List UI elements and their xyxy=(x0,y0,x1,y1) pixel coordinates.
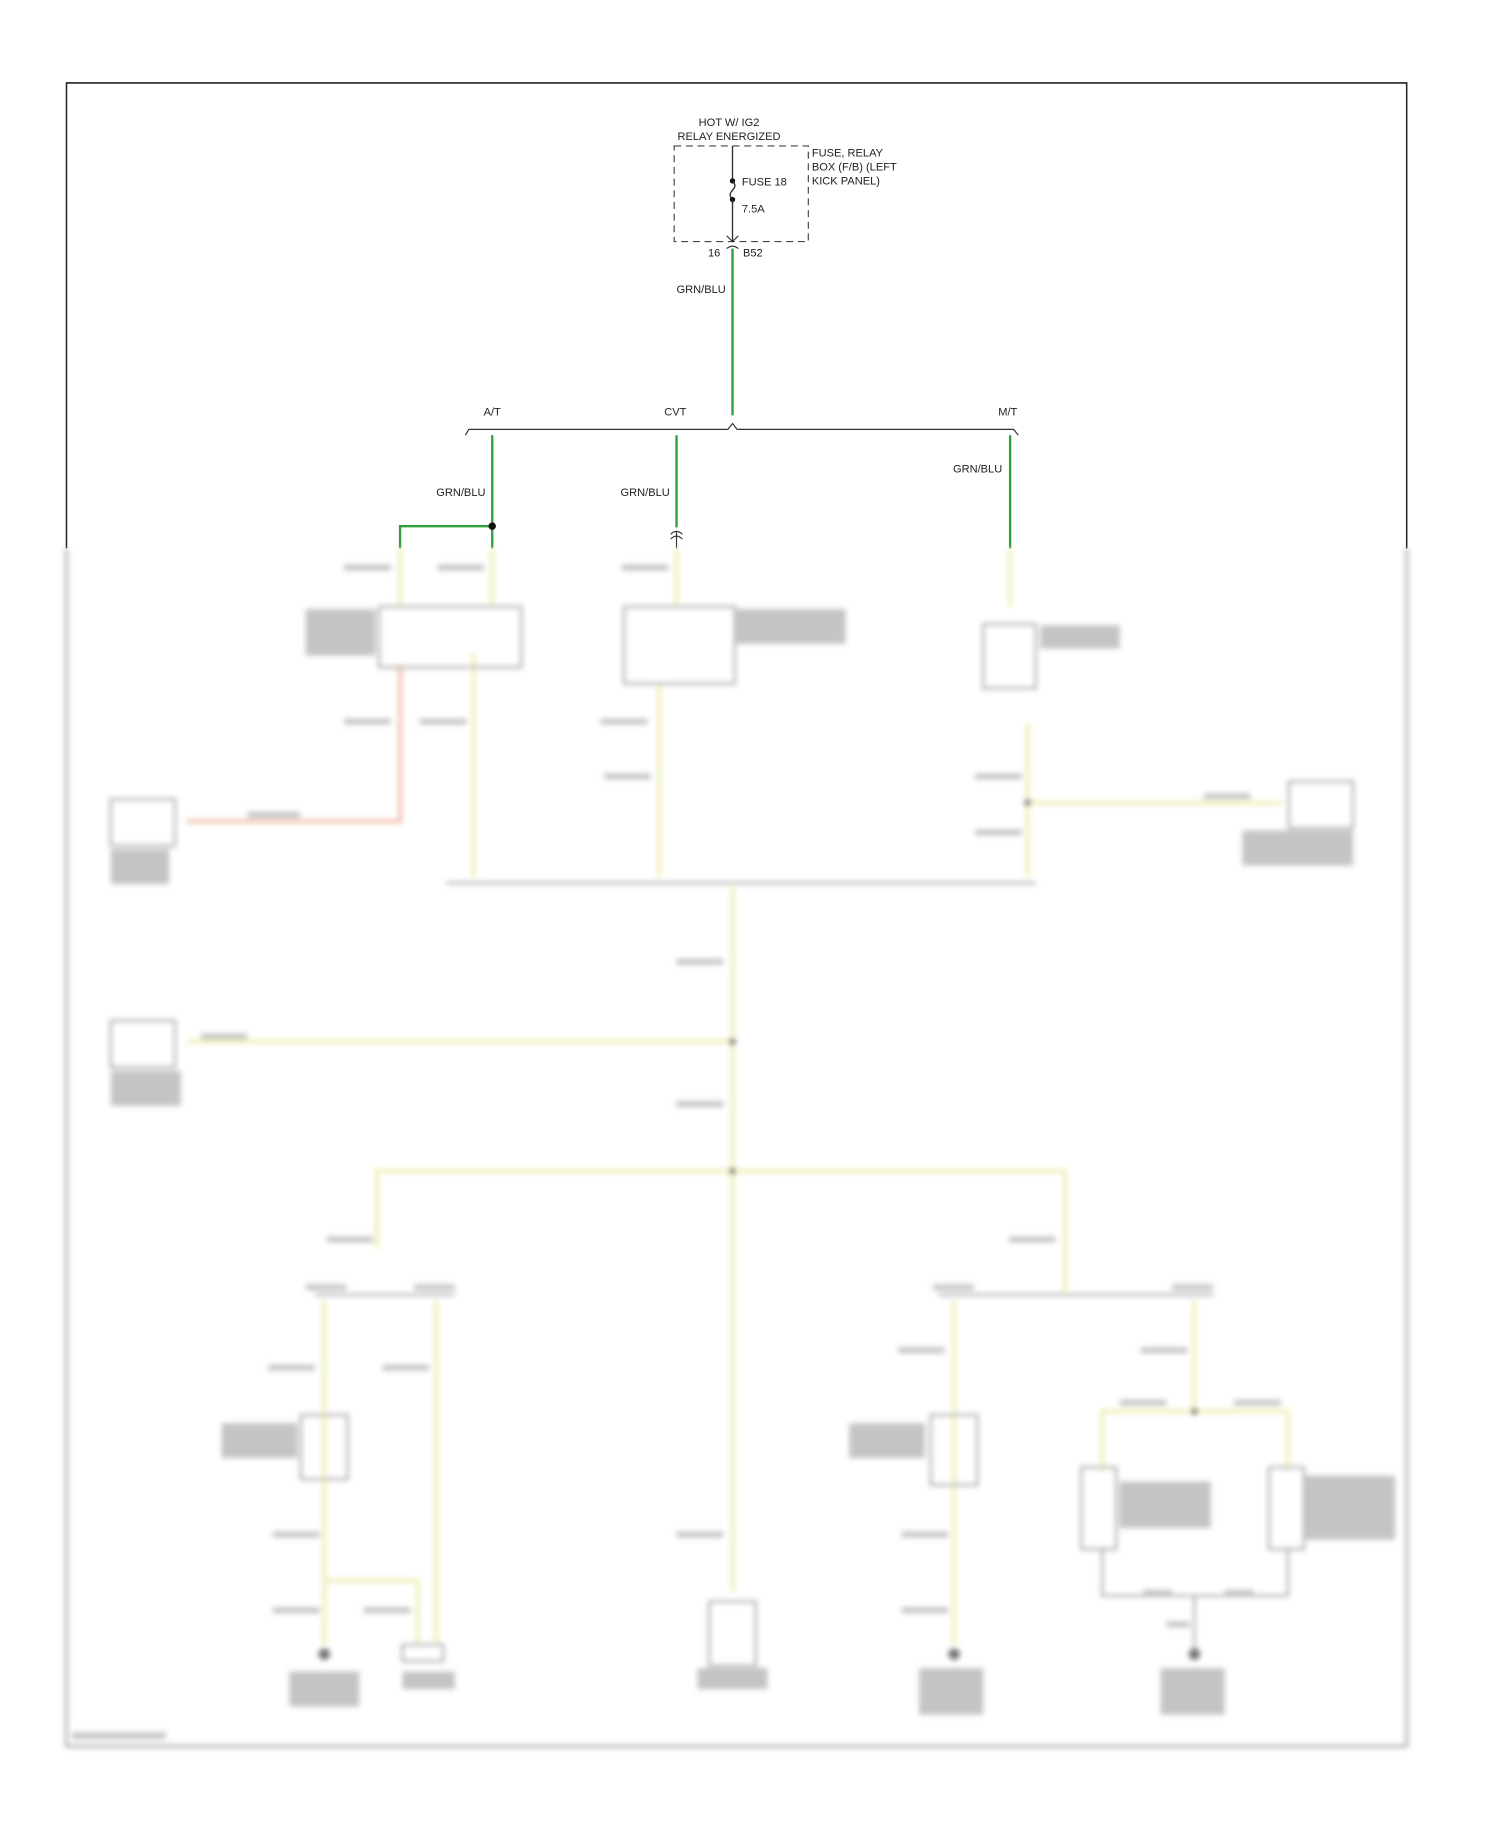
fuse-rating: 7.5A xyxy=(742,203,765,215)
diagram-frame xyxy=(65,82,1408,549)
fuse-icon xyxy=(729,180,736,201)
fuse-box-label: BOX (F/B) (LEFT xyxy=(812,161,897,173)
splice-dot xyxy=(488,522,496,530)
connector-icon xyxy=(670,530,683,549)
wire-color-label: GRN/BLU xyxy=(621,487,670,499)
connector-pin: 16 xyxy=(708,248,720,260)
power-source-label: RELAY ENERGIZED xyxy=(677,131,780,143)
fuse-box-label: FUSE, RELAY xyxy=(812,147,884,159)
branch-label-at: A/T xyxy=(484,406,501,418)
fuse-name: FUSE 18 xyxy=(742,177,787,189)
branch-label-mt: M/T xyxy=(998,406,1017,418)
wire-color-label: GRN/BLU xyxy=(953,464,1002,476)
wire-color-label: GRN/BLU xyxy=(436,487,485,499)
wire-color-label: GRN/BLU xyxy=(677,284,726,296)
blurred-diagram-section xyxy=(64,548,1409,1748)
connector-icon xyxy=(726,235,739,250)
branch-label-cvt: CVT xyxy=(664,406,686,418)
fuse-box-outline xyxy=(673,145,809,243)
fuse-box-label: KICK PANEL) xyxy=(812,175,880,187)
power-source-label: HOT W/ IG2 xyxy=(699,117,760,129)
option-bracket xyxy=(464,422,1019,436)
connector-name: B52 xyxy=(743,248,763,260)
